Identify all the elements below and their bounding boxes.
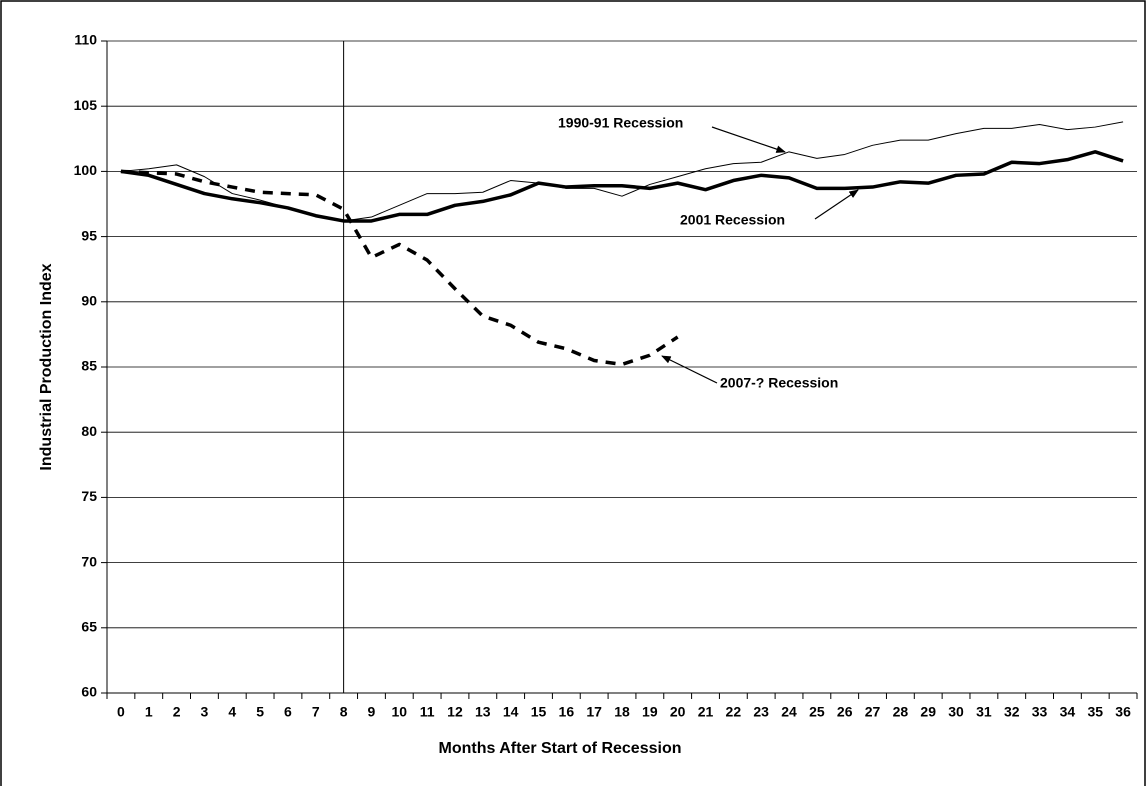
x-tick-label: 24 — [781, 704, 797, 720]
x-tick-label: 3 — [201, 704, 209, 720]
x-tick-label: 34 — [1060, 704, 1076, 720]
x-tick-label: 16 — [559, 704, 575, 720]
x-tick-label: 26 — [837, 704, 853, 720]
series-label: 2001 Recession — [680, 212, 785, 228]
series-line — [120, 169, 679, 367]
y-tick-label: 100 — [74, 162, 98, 178]
x-tick-label: 31 — [976, 704, 992, 720]
series-label: 2007-? Recession — [720, 375, 838, 391]
x-tick-label: 23 — [753, 704, 769, 720]
x-tick-label: 9 — [368, 704, 376, 720]
x-tick-label: 27 — [865, 704, 881, 720]
x-tick-label: 6 — [284, 704, 292, 720]
y-tick-label: 65 — [81, 619, 97, 635]
x-tick-label: 32 — [1004, 704, 1020, 720]
y-tick-label: 85 — [81, 358, 97, 374]
x-tick-label: 13 — [475, 704, 491, 720]
y-tick-label: 75 — [81, 488, 97, 504]
x-tick-label: 30 — [948, 704, 964, 720]
x-tick-label: 15 — [531, 704, 547, 720]
x-tick-label: 2 — [173, 704, 181, 720]
annotation-arrow — [661, 355, 718, 384]
y-tick-label: 95 — [81, 227, 97, 243]
x-tick-label: 29 — [920, 704, 936, 720]
annotation-arrow — [711, 126, 786, 153]
x-tick-label: 8 — [340, 704, 348, 720]
x-tick-label: 20 — [670, 704, 686, 720]
x-axis-title: Months After Start of Recession — [439, 740, 682, 757]
x-tick-label: 17 — [586, 704, 602, 720]
x-tick-label: 4 — [228, 704, 236, 720]
x-tick-label: 11 — [420, 704, 435, 720]
y-tick-label: 90 — [81, 293, 97, 309]
x-tick-label: 7 — [312, 704, 320, 720]
y-tick-label: 80 — [81, 423, 97, 439]
x-tick-label: 18 — [614, 704, 630, 720]
x-tick-label: 25 — [809, 704, 825, 720]
series-line — [120, 150, 1124, 223]
x-tick-label: 28 — [893, 704, 909, 720]
x-tick-label: 35 — [1087, 704, 1103, 720]
x-tick-label: 22 — [726, 704, 742, 720]
annotation-arrow — [814, 189, 859, 220]
y-axis-title: Industrial Production Index — [38, 263, 55, 470]
x-tick-label: 10 — [392, 704, 408, 720]
y-tick-label: 60 — [81, 684, 97, 700]
x-tick-label: 36 — [1115, 704, 1131, 720]
y-tick-label: 105 — [74, 97, 98, 113]
x-tick-label: 19 — [642, 704, 658, 720]
x-tick-label: 5 — [256, 704, 264, 720]
x-tick-label: 33 — [1032, 704, 1048, 720]
x-tick-label: 0 — [117, 704, 125, 720]
y-tick-label: 110 — [74, 32, 97, 48]
x-tick-label: 12 — [447, 704, 463, 720]
x-tick-label: 21 — [698, 704, 714, 720]
series-label: 1990-91 Recession — [558, 115, 683, 131]
x-tick-label: 14 — [503, 704, 519, 720]
y-tick-label: 70 — [81, 553, 97, 569]
x-tick-label: 1 — [145, 704, 153, 720]
